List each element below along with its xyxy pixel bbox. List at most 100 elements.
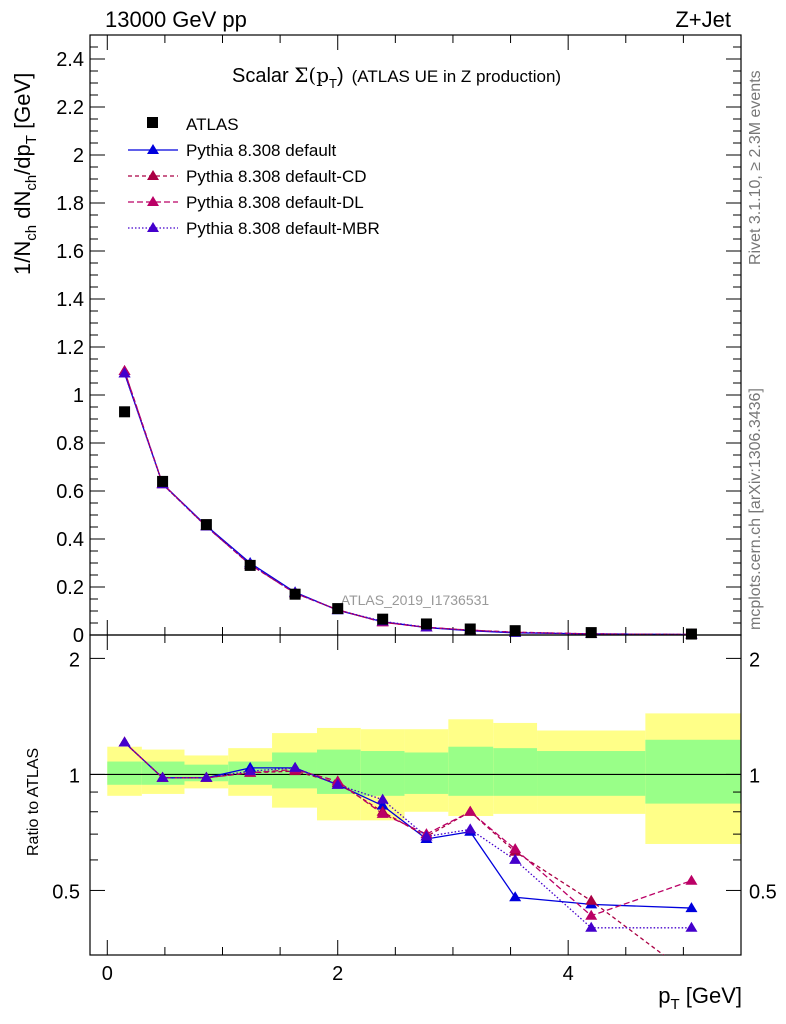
- legend-label-default: Pythia 8.308 default: [186, 141, 337, 160]
- ratio-point-cd: [585, 894, 598, 905]
- legend-marker-mbr: [147, 222, 159, 232]
- legend-marker-default: [147, 144, 159, 154]
- ratio-axes: 0.5 0.5 1 1 2 2 0 2 4: [52, 635, 777, 985]
- x-tick-label: 4: [563, 963, 574, 985]
- legend-label-dl: Pythia 8.308 default-DL: [186, 193, 364, 212]
- ratio-point-mbr: [585, 921, 598, 932]
- band-inner: [448, 746, 494, 796]
- ratio-y-tick-label: 1: [69, 765, 80, 787]
- y-tick-label: 2.2: [56, 97, 84, 119]
- point-atlas: [685, 628, 697, 640]
- ratio-point-mbr: [156, 771, 169, 782]
- band-inner: [107, 761, 142, 785]
- y-tick-label: 0.4: [56, 529, 84, 551]
- ylabel-d: ch: [23, 175, 40, 191]
- title-symbol: Σ(p: [294, 63, 329, 87]
- rivet-label: Rivet 3.1.10, ≥ 2.3M events: [747, 70, 764, 265]
- ratio-line-dl: [124, 742, 692, 917]
- point-atlas: [509, 625, 521, 637]
- main-series: [118, 365, 698, 640]
- y-tick-label: 0.6: [56, 481, 84, 503]
- y-tick-label: 1.2: [56, 337, 84, 359]
- ylabel-e: /dp: [10, 144, 35, 175]
- band-inner: [493, 748, 538, 796]
- ratio-y-tick-label: 2: [69, 649, 80, 671]
- ratio-point-mbr: [420, 830, 433, 841]
- main-panel: 0 0.2 0.4 0.6 0.8 1 1.2 1.4 1.6 1.8 2 2.2 2.4 ATLAS_…: [10, 34, 742, 647]
- legend: ATLAS Pythia 8.308 default Pythia 8.308 …: [128, 115, 380, 238]
- ratio-panel: 0.5 0.5 1 1 2 2 0 2 4 Ratio to ATLAS pT [GeV]: [25, 634, 777, 1013]
- y-tick-label: 0.2: [56, 577, 84, 599]
- y-tick-label: 0: [73, 625, 84, 647]
- analysis-watermark: ATLAS_2019_I1736531: [341, 592, 490, 608]
- point-atlas: [332, 603, 344, 615]
- ylabel-f: T: [23, 135, 40, 144]
- ratio-point-mbr: [685, 921, 698, 932]
- ratio-series: [118, 736, 698, 955]
- xlabel-c: [GeV]: [680, 983, 742, 1008]
- band-inner: [404, 752, 449, 794]
- y-axis-label: 1/Nch dNch/dpT [GeV]: [10, 73, 40, 275]
- ylabel-g: [GeV]: [10, 73, 35, 135]
- ratio-y-label: Ratio to ATLAS: [25, 748, 42, 856]
- ratio-point-dl: [376, 807, 389, 818]
- series-line-mbr: [123, 373, 692, 636]
- ratio-point-mbr: [509, 853, 522, 864]
- y-tick-label: 1.8: [56, 193, 84, 215]
- point-mbr: [118, 367, 131, 378]
- ratio-point-dl: [685, 874, 698, 885]
- point-atlas: [289, 588, 301, 600]
- ratio-point-mbr: [118, 736, 131, 747]
- x-tick-label: 2: [332, 963, 343, 985]
- point-atlas: [420, 618, 432, 630]
- ratio-point-default: [509, 891, 522, 902]
- ratio-point-dl: [585, 909, 598, 920]
- ratio-series-group: [118, 736, 698, 955]
- point-atlas: [464, 623, 476, 635]
- ratio-point-dl: [509, 843, 522, 854]
- main-axes: 0 0.2 0.4 0.6 0.8 1 1.2 1.4 1.6 1.8 2 2.2 2.4: [56, 34, 741, 647]
- ylabel-a: 1/N: [10, 241, 35, 275]
- x-tick-label: 0: [102, 963, 113, 985]
- y-tick-label: 1: [73, 385, 84, 407]
- point-atlas: [244, 559, 256, 571]
- ratio-y-tick-label: 0.5: [52, 881, 80, 903]
- legend-label-cd: Pythia 8.308 default-CD: [186, 167, 367, 186]
- mcplots-label: mcplots.cern.ch [arXiv:1306.3436]: [747, 388, 764, 630]
- ratio-point-default: [685, 902, 698, 913]
- point-atlas: [157, 475, 169, 487]
- xlabel-b: T: [670, 996, 679, 1013]
- ratio-point-dl: [464, 805, 477, 816]
- title-suffix: (ATLAS UE in Z production): [352, 67, 561, 86]
- point-atlas: [377, 613, 389, 625]
- title-prefix: Scalar: [232, 65, 294, 87]
- band-inner: [537, 751, 646, 796]
- ratio-y-tick-label-right: 0.5: [749, 881, 777, 903]
- point-atlas: [585, 627, 597, 639]
- ratio-point-mbr: [289, 761, 302, 772]
- band-inner: [645, 739, 741, 804]
- band-inner: [360, 751, 405, 796]
- process-label: Z+Jet: [675, 7, 731, 32]
- y-tick-label: 2: [73, 145, 84, 167]
- xlabel-a: p: [658, 983, 670, 1008]
- ylabel-b: ch: [23, 225, 40, 241]
- ylabel-c: dN: [10, 191, 35, 225]
- ratio-y-tick-label-right: 1: [749, 765, 760, 787]
- y-tick-label: 2.4: [56, 49, 84, 71]
- ratio-point-mbr: [244, 765, 257, 776]
- legend-label-mbr: Pythia 8.308 default-MBR: [186, 219, 380, 238]
- chart-title: Scalar Σ(pT) (ATLAS UE in Z production): [232, 63, 561, 91]
- ratio-point-mbr: [464, 823, 477, 834]
- legend-marker-cd: [147, 170, 159, 180]
- energy-label: 13000 GeV pp: [105, 7, 247, 32]
- ratio-point-mbr: [200, 771, 213, 782]
- ratio-point-default: [376, 799, 389, 810]
- y-tick-label: 1.4: [56, 289, 84, 311]
- ratio-y-tick-label-right: 2: [749, 649, 760, 671]
- title-close: ): [337, 65, 344, 87]
- legend-marker-atlas: [147, 117, 158, 128]
- point-atlas: [200, 519, 212, 531]
- title-sub: T: [329, 76, 337, 91]
